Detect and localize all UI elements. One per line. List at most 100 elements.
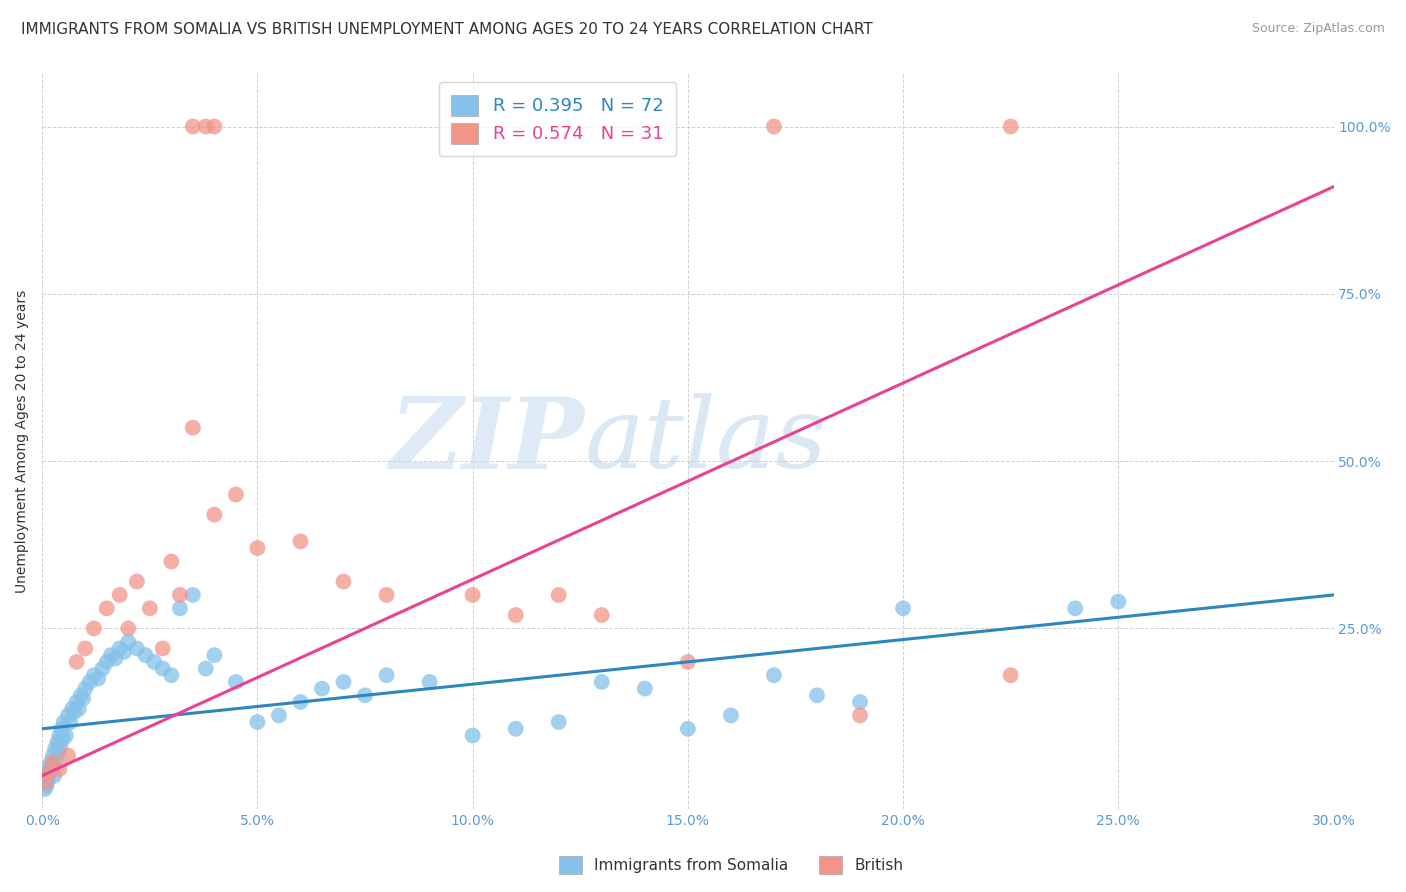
- Point: [72, 691, 94, 706]
- Point: [290, 695, 312, 709]
- Point: [354, 689, 377, 703]
- Point: [52, 715, 75, 730]
- Point: [152, 641, 174, 656]
- Point: [112, 645, 135, 659]
- Point: [160, 554, 183, 568]
- Point: [67, 702, 90, 716]
- Point: [44, 742, 66, 756]
- Point: [169, 588, 191, 602]
- Point: [676, 722, 699, 736]
- Point: [108, 641, 131, 656]
- Point: [547, 715, 569, 730]
- Point: [83, 668, 105, 682]
- Point: [48, 762, 70, 776]
- Point: [332, 574, 354, 589]
- Point: [676, 655, 699, 669]
- Point: [37, 762, 59, 776]
- Point: [38, 772, 60, 786]
- Point: [51, 722, 73, 736]
- Point: [75, 681, 97, 696]
- Point: [762, 668, 785, 682]
- Point: [108, 588, 131, 602]
- Legend: Immigrants from Somalia, British: Immigrants from Somalia, British: [553, 850, 910, 880]
- Point: [48, 729, 70, 743]
- Point: [44, 769, 66, 783]
- Point: [143, 655, 166, 669]
- Point: [169, 601, 191, 615]
- Point: [202, 648, 225, 662]
- Point: [290, 534, 312, 549]
- Point: [134, 648, 156, 662]
- Point: [762, 120, 785, 134]
- Point: [104, 651, 127, 665]
- Point: [38, 765, 60, 780]
- Point: [1000, 668, 1022, 682]
- Point: [461, 729, 484, 743]
- Point: [60, 702, 83, 716]
- Point: [806, 689, 828, 703]
- Point: [202, 508, 225, 522]
- Point: [505, 607, 527, 622]
- Point: [125, 574, 148, 589]
- Point: [41, 758, 63, 772]
- Point: [75, 641, 97, 656]
- Text: IMMIGRANTS FROM SOMALIA VS BRITISH UNEMPLOYMENT AMONG AGES 20 TO 24 YEARS CORREL: IMMIGRANTS FROM SOMALIA VS BRITISH UNEMP…: [21, 22, 873, 37]
- Point: [100, 648, 122, 662]
- Point: [34, 769, 56, 783]
- Point: [849, 708, 872, 723]
- Point: [152, 661, 174, 675]
- Point: [547, 588, 569, 602]
- Point: [55, 729, 77, 743]
- Point: [194, 661, 217, 675]
- Point: [139, 601, 162, 615]
- Point: [419, 675, 441, 690]
- Point: [225, 675, 247, 690]
- Point: [194, 120, 217, 134]
- Point: [246, 541, 269, 555]
- Point: [96, 655, 118, 669]
- Point: [46, 735, 69, 749]
- Point: [91, 661, 114, 675]
- Point: [849, 695, 872, 709]
- Point: [79, 675, 101, 690]
- Text: atlas: atlas: [585, 393, 827, 489]
- Point: [35, 779, 58, 793]
- Point: [720, 708, 742, 723]
- Point: [375, 668, 398, 682]
- Point: [1000, 120, 1022, 134]
- Point: [375, 588, 398, 602]
- Point: [39, 756, 62, 770]
- Point: [891, 601, 914, 615]
- Text: Source: ZipAtlas.com: Source: ZipAtlas.com: [1251, 22, 1385, 36]
- Point: [117, 634, 139, 648]
- Point: [83, 621, 105, 635]
- Point: [63, 705, 86, 719]
- Point: [117, 621, 139, 635]
- Point: [160, 668, 183, 682]
- Point: [246, 715, 269, 730]
- Point: [34, 775, 56, 789]
- Point: [52, 731, 75, 746]
- Point: [59, 715, 82, 730]
- Point: [56, 708, 79, 723]
- Point: [267, 708, 290, 723]
- Point: [42, 748, 65, 763]
- Legend: R = 0.395   N = 72, R = 0.574   N = 31: R = 0.395 N = 72, R = 0.574 N = 31: [439, 82, 676, 156]
- Point: [202, 120, 225, 134]
- Point: [48, 745, 70, 759]
- Y-axis label: Unemployment Among Ages 20 to 24 years: Unemployment Among Ages 20 to 24 years: [15, 289, 30, 592]
- Point: [461, 588, 484, 602]
- Point: [56, 748, 79, 763]
- Point: [35, 775, 58, 789]
- Point: [42, 756, 65, 770]
- Point: [45, 752, 67, 766]
- Point: [591, 607, 613, 622]
- Point: [591, 675, 613, 690]
- Point: [66, 695, 89, 709]
- Point: [66, 655, 89, 669]
- Point: [34, 775, 56, 789]
- Point: [505, 722, 527, 736]
- Point: [634, 681, 657, 696]
- Point: [39, 765, 62, 780]
- Point: [87, 672, 110, 686]
